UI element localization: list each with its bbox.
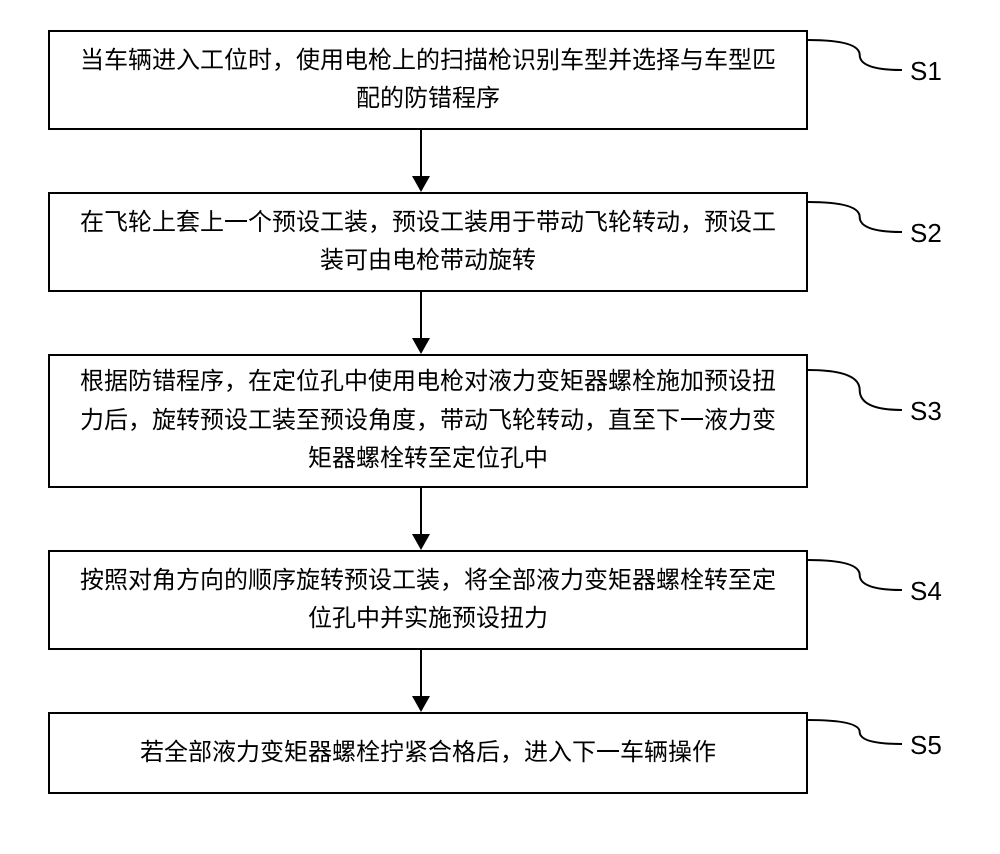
arrow-line-s3	[420, 488, 422, 536]
step-text: 当车辆进入工位时，使用电枪上的扫描枪识别车型并选择与车型匹配的防错程序	[70, 42, 786, 119]
step-label-s2: S2	[910, 218, 942, 249]
flowchart-step-s2: 在飞轮上套上一个预设工装，预设工装用于带动飞轮转动，预设工装可由电枪带动旋转	[48, 192, 808, 292]
arrow-head-s4	[412, 696, 430, 712]
step-label-s3: S3	[910, 396, 942, 427]
step-label-s4: S4	[910, 576, 942, 607]
step-text: 若全部液力变矩器螺栓拧紧合格后，进入下一车辆操作	[140, 734, 716, 772]
flowchart-step-s5: 若全部液力变矩器螺栓拧紧合格后，进入下一车辆操作	[48, 712, 808, 794]
step-text: 按照对角方向的顺序旋转预设工装，将全部液力变矩器螺栓转至定位孔中并实施预设扭力	[70, 562, 786, 639]
step-text: 根据防错程序，在定位孔中使用电枪对液力变矩器螺栓施加预设扭力后，旋转预设工装至预…	[70, 363, 786, 478]
label-connector-s3	[808, 360, 915, 430]
step-label-s1: S1	[910, 56, 942, 87]
arrow-line-s4	[420, 650, 422, 698]
arrow-head-s2	[412, 338, 430, 354]
flowchart-step-s1: 当车辆进入工位时，使用电枪上的扫描枪识别车型并选择与车型匹配的防错程序	[48, 30, 808, 130]
arrow-head-s1	[412, 176, 430, 192]
step-label-s5: S5	[910, 730, 942, 761]
arrow-line-s2	[420, 292, 422, 340]
arrow-head-s3	[412, 534, 430, 550]
flowchart-step-s4: 按照对角方向的顺序旋转预设工装，将全部液力变矩器螺栓转至定位孔中并实施预设扭力	[48, 550, 808, 650]
step-text: 在飞轮上套上一个预设工装，预设工装用于带动飞轮转动，预设工装可由电枪带动旋转	[70, 204, 786, 281]
arrow-line-s1	[420, 130, 422, 178]
label-connector-s4	[808, 550, 915, 610]
label-connector-s5	[808, 710, 915, 764]
flowchart-canvas: 当车辆进入工位时，使用电枪上的扫描枪识别车型并选择与车型匹配的防错程序 S1 在飞轮…	[0, 0, 1000, 854]
label-connector-s1	[808, 30, 915, 90]
flowchart-step-s3: 根据防错程序，在定位孔中使用电枪对液力变矩器螺栓施加预设扭力后，旋转预设工装至预…	[48, 354, 808, 488]
label-connector-s2	[808, 192, 915, 252]
